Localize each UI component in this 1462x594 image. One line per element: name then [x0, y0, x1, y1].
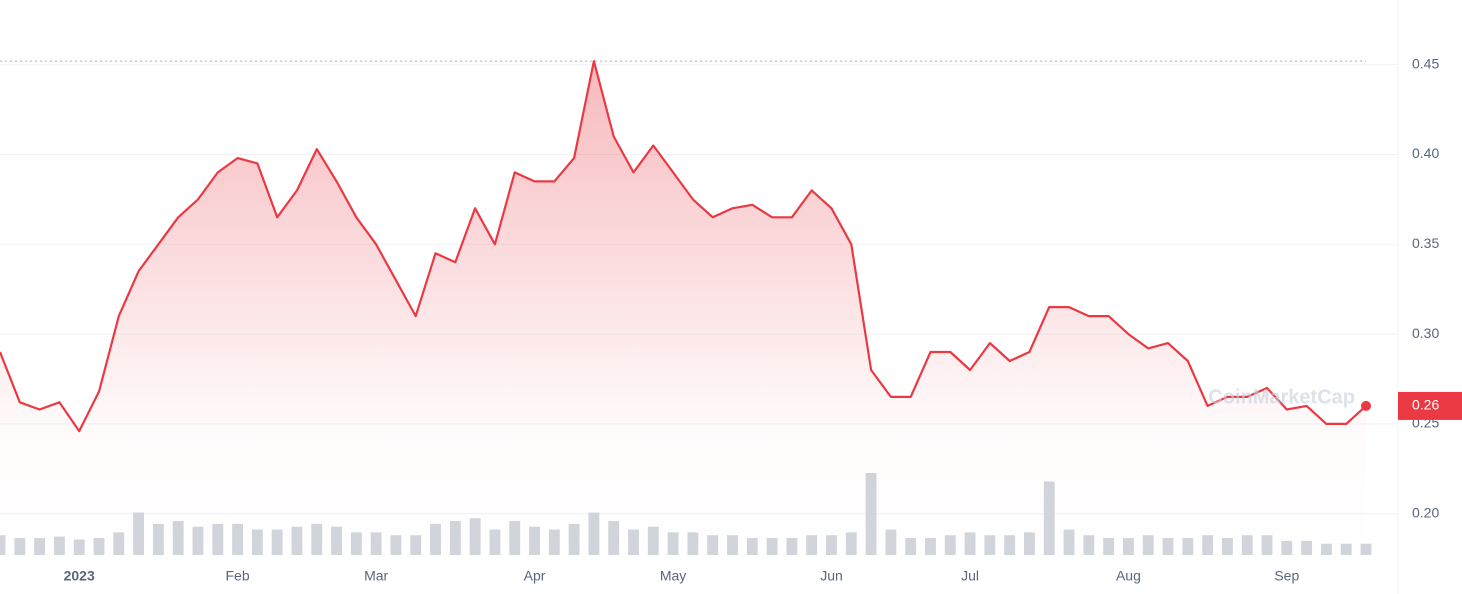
x-tick-label: Jun [820, 568, 843, 584]
last-point [1361, 400, 1371, 411]
x-tick-label: 2023 [64, 568, 95, 584]
x-tick-label: Mar [364, 568, 388, 584]
x-tick-label: Feb [226, 568, 250, 584]
x-tick-label: Apr [524, 568, 546, 584]
y-tick-label: 0.40 [1412, 145, 1439, 161]
x-tick-label: May [660, 568, 686, 584]
price-badge-label: 0.26 [1412, 397, 1439, 413]
plot [0, 60, 1371, 555]
y-tick-label: 0.30 [1412, 325, 1439, 341]
x-tick-label: Jul [961, 568, 979, 584]
y-tick-label: 0.20 [1412, 504, 1439, 520]
x-tick-label: Aug [1116, 568, 1141, 584]
watermark: CoinMarketCap [1208, 386, 1355, 408]
x-tick-label: Sep [1274, 568, 1299, 584]
y-tick-label: 0.45 [1412, 55, 1439, 71]
price-area [0, 61, 1366, 555]
y-tick-label: 0.35 [1412, 235, 1439, 251]
price-badge [1398, 391, 1462, 420]
price-line [0, 60, 1367, 433]
